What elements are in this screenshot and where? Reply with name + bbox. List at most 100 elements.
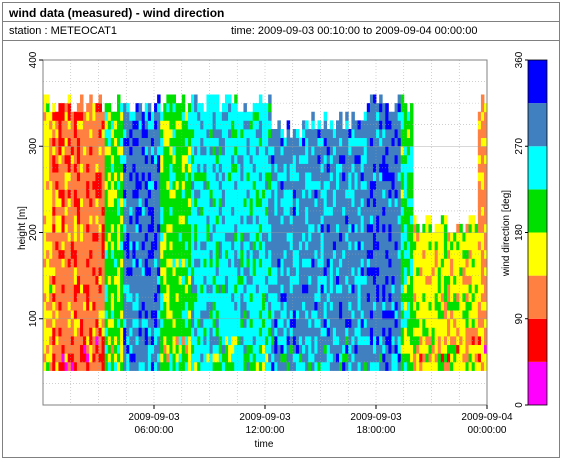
heatmap-cell [144, 163, 149, 173]
heatmap-cell [308, 172, 312, 182]
heatmap-cell [416, 301, 420, 311]
heatmap-cell [261, 275, 266, 285]
heatmap-cell [292, 249, 297, 259]
heatmap-cell [366, 310, 371, 320]
heatmap-cell [459, 301, 463, 311]
heatmap-cell [80, 353, 84, 363]
heatmap-cell [132, 146, 136, 156]
heatmap-cell [456, 267, 460, 277]
heatmap-cell [277, 163, 281, 173]
heatmap-cell [425, 258, 429, 268]
heatmap-cell [459, 292, 463, 302]
heatmap-cell [64, 284, 69, 294]
heatmap-cell [73, 284, 78, 294]
heatmap-cell [178, 146, 183, 156]
heatmap-cell [311, 327, 315, 337]
heatmap-cell [249, 154, 254, 164]
heatmap-cell [212, 361, 217, 371]
heatmap-cell [64, 344, 69, 354]
heatmap-cell [419, 258, 423, 268]
heatmap-cell [197, 361, 201, 371]
heatmap-cell [409, 103, 414, 113]
heatmap-cell [484, 344, 488, 354]
heatmap-cell [197, 103, 201, 113]
heatmap-cell [240, 223, 244, 233]
heatmap-cell [400, 292, 405, 302]
heatmap-cell [406, 361, 411, 371]
heatmap-cell [43, 241, 47, 251]
heatmap-cell [268, 172, 272, 182]
heatmap-cell [332, 310, 337, 320]
heatmap-cell [86, 137, 90, 147]
heatmap-cell [332, 137, 337, 147]
heatmap-cell [95, 129, 99, 139]
heatmap-cell [92, 223, 96, 233]
heatmap-cell [209, 267, 214, 277]
heatmap-cell [61, 258, 65, 268]
heatmap-cell [400, 146, 405, 156]
heatmap-cell [191, 318, 195, 328]
heatmap-cell [332, 284, 337, 294]
heatmap-cell [203, 215, 207, 225]
heatmap-cell [332, 301, 337, 311]
heatmap-cell [86, 275, 90, 285]
heatmap-cell [181, 353, 186, 363]
heatmap-cell [403, 146, 408, 156]
heatmap-cell [379, 172, 383, 182]
heatmap-cell [129, 146, 133, 156]
heatmap-cell [135, 258, 139, 268]
heatmap-cell [329, 137, 334, 147]
heatmap-cell [110, 301, 115, 311]
heatmap-cell [443, 267, 448, 277]
heatmap-cell [289, 163, 294, 173]
heatmap-cell [76, 275, 81, 285]
heatmap-cell [265, 258, 269, 268]
heatmap-cell [277, 241, 281, 251]
heatmap-cell [382, 198, 386, 208]
heatmap-cell [277, 146, 281, 156]
heatmap-cell [468, 336, 473, 346]
heatmap-cell [348, 292, 352, 302]
heatmap-cell [76, 198, 81, 208]
heatmap-cell [443, 327, 448, 337]
heatmap-cell [394, 172, 399, 182]
heatmap-cell [271, 258, 275, 268]
heatmap-cell [209, 94, 214, 104]
heatmap-cell [283, 163, 288, 173]
heatmap-cell [187, 292, 192, 302]
heatmap-cell [394, 180, 399, 190]
heatmap-cell [240, 129, 244, 139]
heatmap-cell [468, 232, 473, 242]
heatmap-cell [391, 361, 395, 371]
heatmap-cell [80, 301, 84, 311]
heatmap-cell [345, 232, 349, 242]
heatmap-cell [369, 223, 374, 233]
heatmap-cell [268, 241, 272, 251]
heatmap-cell [376, 284, 380, 294]
heatmap-cell [376, 310, 380, 320]
heatmap-cell [382, 249, 386, 259]
heatmap-cell [246, 111, 251, 121]
heatmap-cell [265, 327, 269, 337]
heatmap-cell [166, 336, 170, 346]
heatmap-cell [440, 232, 445, 242]
heatmap-cell [258, 318, 263, 328]
heatmap-cell [391, 137, 395, 147]
heatmap-cell [255, 206, 260, 216]
heatmap-cell [228, 267, 232, 277]
heatmap-cell [43, 258, 47, 268]
heatmap-cell [339, 327, 343, 337]
heatmap-cell [150, 344, 155, 354]
heatmap-cell [200, 267, 204, 277]
heatmap-cell [157, 223, 161, 233]
heatmap-cell [255, 137, 260, 147]
heatmap-cell [295, 154, 300, 164]
heatmap-cell [354, 215, 358, 225]
heatmap-cell [382, 232, 386, 242]
heatmap-cell [160, 198, 164, 208]
heatmap-cell [61, 137, 65, 147]
heatmap-cell [394, 336, 399, 346]
heatmap-cell [129, 249, 133, 259]
heatmap-cell [138, 223, 143, 233]
heatmap-cell [120, 267, 124, 277]
